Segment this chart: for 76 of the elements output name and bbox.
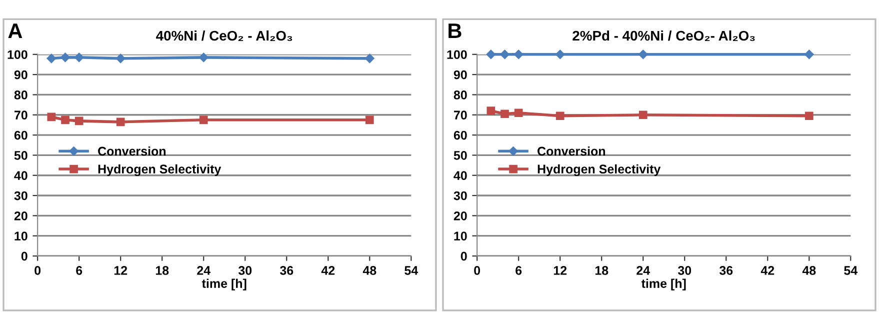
y-tick-label: 20 (454, 211, 467, 220)
x-tick-label: 6 (76, 266, 82, 275)
x-axis-title: time [h] (641, 278, 686, 290)
x-tick-label: 54 (404, 266, 418, 275)
text: A (8, 24, 22, 38)
x-tick-label: 36 (719, 266, 733, 275)
x-tick-label: 24 (636, 266, 650, 275)
x-tick-label: 12 (554, 266, 567, 275)
x-tick-label: 30 (238, 266, 252, 275)
point (555, 50, 565, 60)
x-tick-label: 36 (280, 266, 294, 275)
point (500, 110, 509, 118)
y-tick-label: 50 (14, 151, 28, 160)
legend-label: Conversion (98, 146, 166, 156)
y-tick-label: 90 (14, 70, 28, 80)
point (61, 116, 70, 124)
x-tick-label: 18 (595, 266, 608, 275)
legend-label: Hydrogen Selectivity (98, 164, 222, 176)
y-tick-label: 70 (14, 110, 28, 120)
x-tick-label: 30 (678, 266, 692, 275)
point (365, 54, 374, 64)
point (804, 50, 814, 60)
x-axis-title: time [h] (202, 278, 246, 290)
x-tick-label: 42 (760, 266, 774, 275)
point (486, 106, 496, 116)
point (486, 50, 496, 60)
x-tick-label: 18 (156, 266, 169, 275)
point (514, 50, 524, 60)
y-tick-label: 90 (454, 70, 467, 80)
y-tick-label: 100 (8, 50, 28, 60)
point (365, 116, 374, 124)
chart-title: 40%Ni / CeO₂ - Al₂O₃ (156, 30, 292, 42)
y-tick-label: 40 (14, 171, 28, 180)
point (74, 116, 84, 126)
point (47, 112, 56, 122)
y-tick-label: 80 (14, 90, 28, 100)
point (638, 110, 648, 120)
y-tick-label: 100 (447, 50, 467, 60)
legend-label: Conversion (538, 146, 606, 156)
x-tick-label: 0 (474, 266, 480, 275)
point (500, 50, 510, 60)
point (116, 118, 125, 126)
point (638, 50, 648, 60)
point (116, 54, 126, 64)
y-tick-label: 70 (454, 110, 467, 120)
point (60, 52, 70, 62)
y-tick-label: 10 (14, 232, 28, 240)
point (74, 52, 84, 62)
point (199, 116, 208, 124)
point (556, 112, 564, 120)
x-tick-label: 0 (34, 266, 41, 275)
y-tick-label: 50 (454, 151, 467, 160)
x-tick-label: 48 (362, 266, 376, 275)
chart-title: 2%Pd - 40%Ni / CeO₂- Al₂O₃ (572, 30, 755, 42)
y-tick-label: 40 (454, 171, 467, 180)
point (46, 54, 56, 64)
text: B (448, 24, 462, 38)
y-tick-label: 0 (21, 252, 28, 261)
x-tick-label: 42 (321, 266, 335, 275)
point (514, 108, 523, 118)
x-tick-label: 48 (802, 266, 816, 275)
legend-label: Hydrogen Selectivity (538, 164, 661, 176)
y-tick-label: 20 (14, 211, 28, 220)
x-tick-label: 6 (516, 266, 522, 275)
x-tick-label: 12 (114, 266, 128, 275)
y-tick-label: 80 (454, 90, 467, 100)
x-tick-label: 24 (197, 266, 210, 275)
y-tick-label: 30 (14, 191, 28, 200)
y-tick-label: 60 (454, 130, 467, 140)
y-tick-label: 60 (14, 130, 28, 140)
point (198, 52, 208, 62)
point (804, 112, 814, 120)
x-tick-label: 54 (844, 266, 858, 275)
y-tick-label: 30 (454, 191, 467, 200)
y-tick-label: 10 (454, 232, 467, 240)
y-tick-label: 0 (460, 252, 467, 261)
